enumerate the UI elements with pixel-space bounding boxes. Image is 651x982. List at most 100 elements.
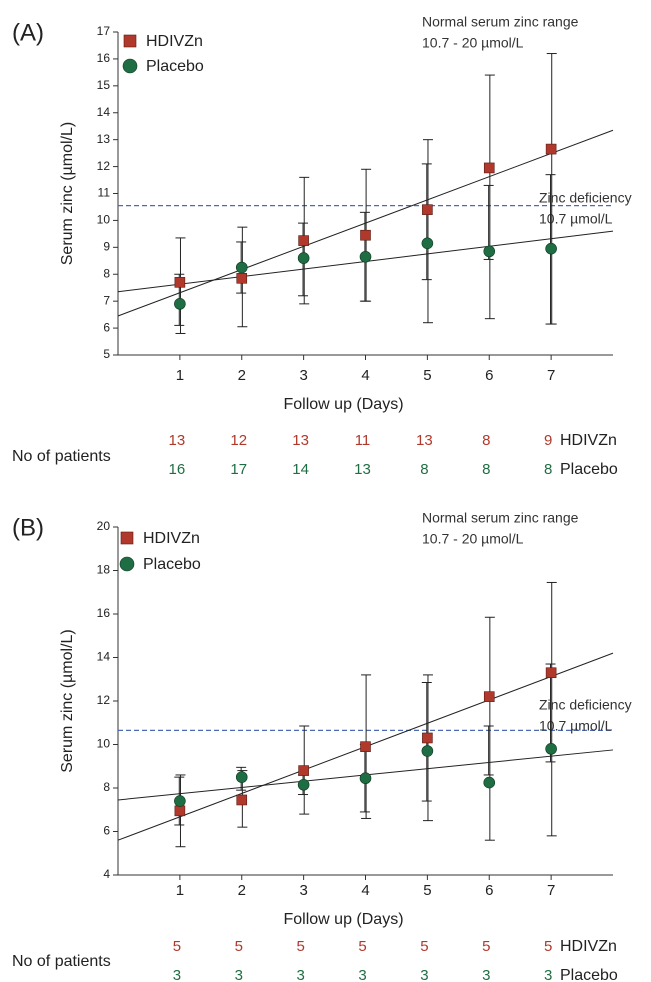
- legend-label: Placebo: [143, 556, 201, 573]
- y-tick-label: 9: [103, 240, 110, 254]
- patient-count-placebo: 8: [482, 461, 490, 478]
- x-tick-label: 4: [361, 367, 369, 384]
- x-axis-label: Follow up (Days): [283, 911, 403, 928]
- patient-count-hdivzn: 13: [169, 432, 186, 449]
- patient-count-placebo: 3: [358, 967, 366, 982]
- patients-label: No of patients: [12, 953, 111, 970]
- patient-count-hdivzn: 5: [235, 938, 243, 955]
- data-point-placebo: [235, 771, 248, 783]
- legend-marker-square-icon: [120, 531, 134, 545]
- data-point-hdivzn: [236, 272, 248, 284]
- deficiency-value: 10.7 µmol/L: [539, 718, 613, 734]
- patients-row-name: HDIVZn: [560, 432, 617, 449]
- y-axis-label: Serum zinc (µmol/L): [59, 122, 76, 265]
- data-point-placebo: [359, 772, 372, 785]
- patient-count-placebo: 16: [169, 461, 186, 478]
- y-tick-label: 4: [103, 867, 110, 881]
- deficiency-title: Zinc deficiency: [539, 190, 632, 206]
- y-tick-label: 20: [97, 519, 111, 533]
- patient-count-hdivzn: 9: [544, 432, 552, 449]
- patients-row-name: Placebo: [560, 461, 618, 478]
- x-tick-label: 3: [299, 882, 307, 899]
- legend-marker-circle-icon: [119, 556, 135, 572]
- legend-marker-square-icon: [123, 34, 137, 48]
- patient-count-placebo: 3: [173, 967, 181, 982]
- y-tick-label: 8: [103, 266, 110, 280]
- legend-label: HDIVZn: [146, 33, 203, 50]
- data-point-hdivzn: [174, 805, 186, 817]
- patient-count-placebo: 8: [544, 461, 552, 478]
- patient-count-hdivzn: 11: [355, 432, 371, 449]
- data-point-hdivzn: [545, 667, 557, 679]
- y-tick-label: 17: [97, 24, 111, 38]
- patient-count-placebo: 3: [420, 967, 428, 982]
- data-point-hdivzn: [360, 229, 371, 241]
- x-tick-label: 2: [238, 367, 246, 384]
- x-tick-label: 5: [423, 882, 431, 899]
- trend-line-hdivzn: [117, 129, 614, 317]
- patient-count-hdivzn: 5: [296, 938, 304, 955]
- legend-label: Placebo: [146, 58, 204, 75]
- y-tick-label: 13: [97, 132, 111, 146]
- data-point-hdivzn: [545, 143, 557, 155]
- legend-marker-circle-icon: [122, 58, 138, 74]
- x-axis-label: Follow up (Days): [283, 396, 403, 413]
- x-tick-label: 7: [547, 367, 555, 384]
- x-tick-label: 4: [361, 882, 369, 899]
- patient-count-hdivzn: 13: [416, 432, 433, 449]
- patient-count-hdivzn: 5: [358, 938, 366, 955]
- patient-count-placebo: 3: [296, 967, 304, 982]
- patient-count-hdivzn: 5: [173, 938, 181, 955]
- y-tick-label: 8: [103, 780, 110, 794]
- patient-count-placebo: 17: [230, 461, 247, 478]
- patient-count-placebo: 13: [354, 461, 371, 478]
- y-tick-label: 18: [97, 563, 111, 577]
- y-tick-label: 15: [97, 78, 111, 92]
- panel-label: (B): [12, 514, 44, 541]
- y-tick-label: 10: [97, 737, 111, 751]
- y-tick-label: 5: [103, 347, 110, 361]
- x-tick-label: 1: [176, 882, 184, 899]
- deficiency-value: 10.7 µmol/L: [539, 211, 613, 227]
- data-point-hdivzn: [298, 235, 309, 246]
- data-point-placebo: [421, 237, 434, 250]
- data-point-hdivzn: [360, 741, 371, 752]
- data-point-placebo: [545, 242, 557, 255]
- patient-count-hdivzn: 13: [292, 432, 309, 449]
- deficiency-title: Zinc deficiency: [539, 697, 632, 713]
- data-point-hdivzn: [422, 204, 433, 215]
- data-point-hdivzn: [236, 794, 248, 806]
- y-axis-label: Serum zinc (µmol/L): [59, 629, 76, 772]
- data-point-placebo: [297, 252, 310, 264]
- data-point-hdivzn: [174, 277, 186, 288]
- y-tick-label: 10: [97, 213, 111, 227]
- patient-count-hdivzn: 8: [482, 432, 490, 449]
- patient-count-placebo: 3: [235, 967, 243, 982]
- patients-row-name: Placebo: [560, 967, 618, 982]
- data-point-placebo: [235, 261, 248, 274]
- data-point-placebo: [174, 298, 186, 310]
- y-tick-label: 6: [103, 320, 110, 334]
- x-tick-label: 3: [299, 367, 307, 384]
- patient-count-placebo: 3: [482, 967, 490, 982]
- normal-range-title: Normal serum zinc range: [422, 14, 579, 30]
- data-point-hdivzn: [483, 162, 495, 174]
- y-tick-label: 7: [103, 293, 110, 307]
- x-tick-label: 2: [238, 882, 246, 899]
- y-tick-label: 11: [98, 186, 111, 200]
- y-tick-label: 16: [97, 606, 111, 620]
- data-point-hdivzn: [422, 732, 433, 744]
- legend-label: HDIVZn: [143, 530, 200, 547]
- data-point-placebo: [174, 795, 186, 807]
- patient-count-hdivzn: 5: [482, 938, 490, 955]
- data-point-placebo: [359, 250, 372, 263]
- y-tick-label: 14: [97, 650, 111, 664]
- data-point-hdivzn: [483, 691, 495, 702]
- normal-range-title: Normal serum zinc range: [422, 510, 579, 526]
- panel-label: (A): [12, 19, 44, 46]
- patient-count-hdivzn: 12: [230, 432, 247, 449]
- y-tick-label: 6: [103, 824, 110, 838]
- x-tick-label: 6: [485, 367, 493, 384]
